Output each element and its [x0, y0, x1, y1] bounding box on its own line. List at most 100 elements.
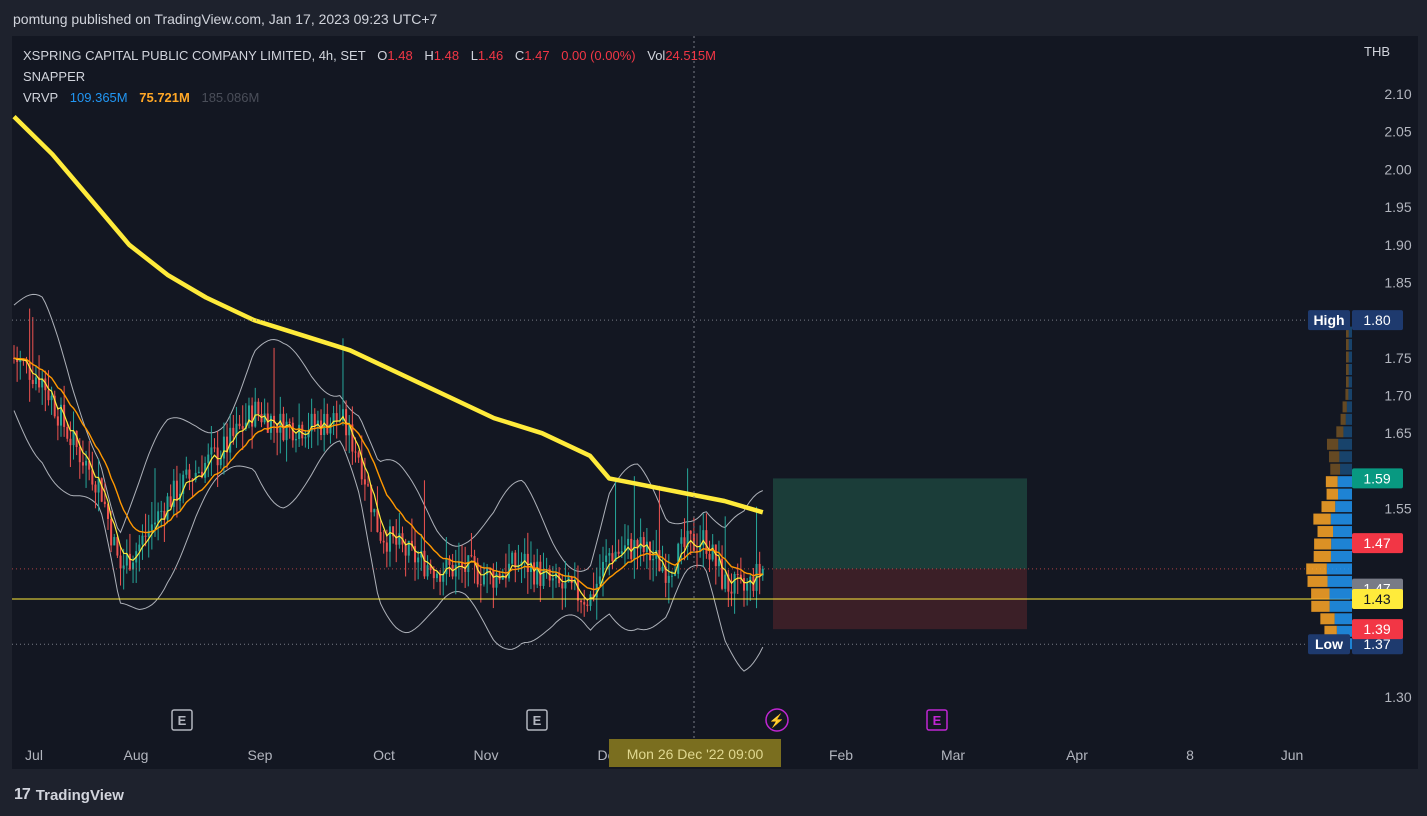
candle-body — [94, 484, 97, 493]
candle — [53, 390, 56, 419]
candle-body — [367, 484, 370, 486]
candle — [313, 408, 316, 432]
candle-body — [429, 565, 432, 571]
candle-body — [294, 439, 297, 441]
candle — [320, 409, 323, 441]
candle-body — [501, 574, 504, 580]
ema-fast-line — [13, 357, 764, 601]
candle — [38, 355, 41, 393]
candle — [357, 450, 360, 463]
candle-body — [448, 558, 451, 565]
candle — [326, 403, 329, 436]
candle — [260, 402, 263, 428]
candle-body — [420, 550, 423, 558]
candle-body — [301, 424, 304, 439]
ma200-line — [12, 114, 764, 515]
candle-body — [72, 430, 75, 446]
currency-label[interactable]: THB — [1364, 44, 1390, 59]
candle-body — [576, 579, 579, 601]
candle-body — [132, 562, 135, 570]
candle — [34, 365, 37, 391]
candle-body — [739, 574, 742, 579]
candle — [179, 473, 182, 510]
vrvp-row[interactable]: VRVP 109.365M 75.721M 185.086M — [23, 87, 718, 108]
candle — [614, 478, 617, 562]
candle — [467, 555, 470, 587]
candle-body — [636, 540, 639, 549]
candle-body — [570, 576, 573, 584]
chart-legend: XSPRING CAPITAL PUBLIC COMPANY LIMITED, … — [23, 45, 718, 108]
candle-body — [232, 427, 235, 436]
marker-value: 1.37 — [1363, 636, 1390, 652]
indicator-name[interactable]: SNAPPER — [23, 69, 86, 84]
vrvp-down-bar — [1321, 501, 1336, 513]
candle-body — [66, 426, 69, 439]
candle-body — [153, 522, 156, 525]
low-value: 1.46 — [477, 48, 504, 63]
event-markers: E E ⚡ E — [171, 708, 948, 732]
candle — [163, 502, 166, 542]
candle-body — [91, 469, 94, 485]
vrvp-down-bar — [1346, 351, 1349, 363]
event-circle — [765, 708, 789, 732]
vrvp-down-bar — [1317, 526, 1334, 538]
candle — [602, 546, 605, 597]
candle — [285, 413, 288, 462]
price-chart[interactable]: 2.10 2.05 2.00 1.95 1.90 1.85 1.75 1.70 1.65 1.55… — [12, 36, 1418, 769]
price-tick-label: 1.55 — [1384, 501, 1411, 517]
candle-body — [473, 556, 476, 563]
candle-body — [743, 578, 746, 591]
candle — [200, 455, 203, 479]
candle — [652, 540, 655, 582]
candle — [504, 553, 507, 588]
candle-body — [335, 413, 338, 421]
candle-body — [304, 437, 307, 439]
candle-body — [97, 478, 100, 493]
vrvp-down-bar — [1330, 463, 1341, 475]
chart-area[interactable]: 2.10 2.05 2.00 1.95 1.90 1.85 1.75 1.70 1.65 1.55… — [12, 36, 1418, 769]
candle-body — [595, 583, 598, 598]
candle-body — [175, 480, 178, 501]
candle — [153, 468, 156, 537]
candle — [636, 538, 639, 570]
candle-body — [561, 583, 564, 589]
candle-body — [19, 360, 22, 362]
candle — [395, 519, 398, 563]
candle-body — [605, 555, 608, 563]
candle — [761, 565, 764, 581]
candle — [567, 572, 570, 583]
candle — [144, 513, 147, 547]
candle — [708, 540, 711, 572]
candle — [445, 537, 448, 586]
candle — [755, 506, 758, 609]
candle — [94, 481, 97, 509]
candle — [442, 562, 445, 596]
candle-body — [119, 555, 122, 569]
marker-value: 1.80 — [1363, 312, 1390, 328]
footer-brand[interactable]: 17 TradingView — [14, 786, 124, 804]
candle — [263, 398, 266, 425]
candle-body — [633, 540, 636, 559]
price-tag-bg — [1352, 468, 1403, 489]
price-axis: 2.10 2.05 2.00 1.95 1.90 1.85 1.75 1.70 1.65 1.55… — [1308, 36, 1418, 769]
vrvp-down-bar — [1346, 339, 1349, 351]
candle — [100, 477, 103, 503]
candle — [254, 387, 257, 428]
candle-body — [188, 469, 191, 479]
indicator-row[interactable]: SNAPPER — [23, 66, 718, 87]
candle-body — [445, 558, 448, 575]
time-axis: JulAugSepOctNovDecFebMarApr8JunMon 26 De… — [25, 739, 1303, 767]
marker-value-bg — [1352, 634, 1403, 655]
vrvp-up-bar — [1329, 588, 1352, 600]
candle-body — [495, 573, 498, 588]
candle-body — [323, 413, 326, 436]
candle-body — [244, 422, 247, 430]
vrvp-down-bar — [1311, 600, 1330, 612]
candle-body — [583, 602, 586, 605]
candle-body — [200, 471, 203, 478]
vrvp-up-bar — [1338, 438, 1352, 450]
vrvp-label[interactable]: VRVP — [23, 90, 59, 105]
candle — [454, 549, 457, 595]
price-tick-label: 1.85 — [1384, 274, 1411, 290]
candle — [379, 519, 382, 544]
